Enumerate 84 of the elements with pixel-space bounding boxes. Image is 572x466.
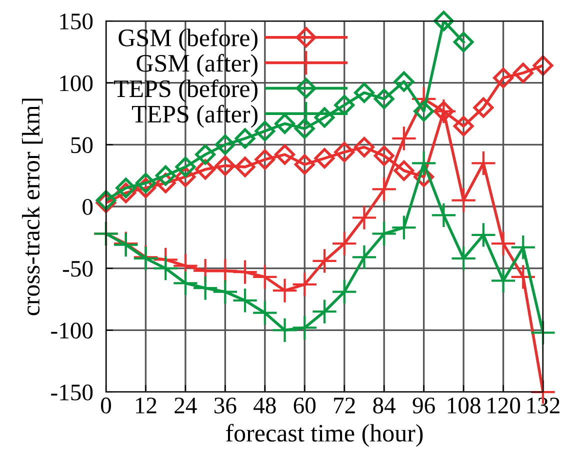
- point: [452, 188, 476, 212]
- x-tick-label: 108: [448, 398, 480, 414]
- point: [374, 88, 394, 110]
- point: [453, 116, 474, 136]
- point: [274, 113, 295, 134]
- point: [292, 272, 316, 296]
- y-tick-label: -100: [51, 322, 93, 339]
- point: [332, 280, 356, 304]
- point: [372, 222, 396, 246]
- y-tick-label: -50: [62, 260, 93, 277]
- point: [432, 203, 456, 227]
- point: [491, 232, 516, 256]
- point: [136, 172, 156, 194]
- point: [332, 232, 356, 256]
- point: [116, 178, 136, 198]
- point: [312, 300, 336, 324]
- point: [412, 151, 436, 176]
- point: [234, 156, 256, 178]
- point: [155, 165, 176, 186]
- point: [392, 126, 416, 150]
- point: [493, 68, 514, 88]
- point: [354, 136, 374, 158]
- x-tick-label: 96: [412, 398, 435, 414]
- point: [154, 256, 178, 280]
- x-tick-label: 24: [174, 398, 197, 414]
- point: [253, 301, 277, 325]
- point: [334, 142, 355, 162]
- point: [214, 134, 236, 155]
- point: [292, 316, 316, 340]
- point: [354, 82, 374, 103]
- point: [314, 107, 335, 128]
- point: [274, 144, 295, 165]
- point: [453, 32, 474, 52]
- x-tick-label: 84: [373, 398, 396, 414]
- point: [253, 265, 277, 289]
- point: [214, 155, 236, 176]
- x-tick-label: 72: [334, 398, 355, 414]
- point: [511, 236, 535, 260]
- point: [491, 268, 516, 293]
- point: [452, 246, 476, 270]
- point: [392, 216, 416, 240]
- point: [352, 206, 376, 230]
- point: [372, 177, 396, 201]
- x-tick-label: 132: [527, 398, 560, 414]
- x-tick-label: 36: [214, 398, 236, 414]
- point: [352, 245, 376, 270]
- y-axis-title: cross-track error [km]: [22, 98, 43, 316]
- point: [334, 94, 355, 116]
- point: [294, 154, 315, 175]
- point: [234, 128, 256, 149]
- point: [433, 10, 454, 32]
- point: [394, 71, 414, 92]
- point: [175, 156, 196, 178]
- point: [194, 276, 218, 300]
- y-tick-label: 0: [82, 198, 93, 215]
- point: [312, 249, 336, 273]
- point: [195, 144, 216, 165]
- point: [254, 149, 276, 170]
- point: [472, 223, 496, 247]
- point: [314, 148, 335, 168]
- point: [532, 55, 554, 76]
- point: [272, 318, 297, 342]
- point: [473, 97, 494, 118]
- point: [272, 278, 297, 302]
- x-tick-label: 60: [294, 398, 316, 414]
- x-tick-label: 48: [254, 398, 276, 414]
- point: [414, 101, 434, 122]
- point: [213, 280, 237, 304]
- point: [174, 271, 198, 295]
- point: [233, 260, 257, 284]
- point: [512, 62, 534, 84]
- y-tick-label: -150: [51, 384, 93, 400]
- point: [472, 151, 496, 176]
- x-axis-title: forecast time (hour): [226, 424, 423, 447]
- point: [374, 146, 394, 166]
- x-tick-label: 12: [136, 398, 156, 414]
- point: [394, 160, 414, 181]
- x-tick-label: 120: [488, 398, 520, 414]
- y-tick-label: 50: [71, 137, 93, 154]
- y-tick-label: 100: [60, 75, 93, 92]
- y-tick-label: 150: [60, 13, 93, 30]
- x-tick-label: 0: [100, 398, 112, 414]
- point: [294, 118, 315, 139]
- point: [233, 288, 257, 312]
